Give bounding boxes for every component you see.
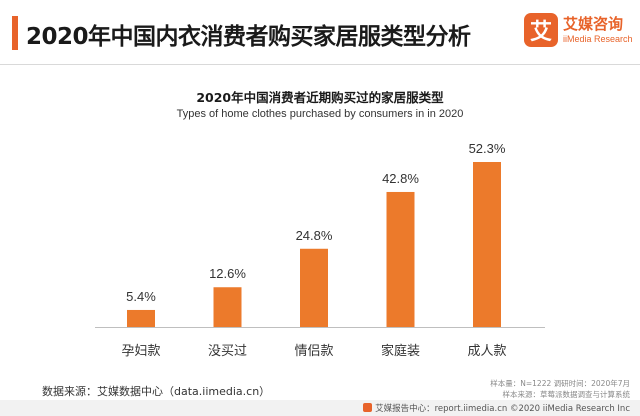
- bar-0: [127, 309, 155, 327]
- x-tick-label-2: 情侣款: [294, 344, 333, 359]
- bar-3: [386, 191, 415, 327]
- data-source: 数据来源：艾媒数据中心（data.iimedia.cn）: [42, 385, 271, 398]
- survey-meta-line1: 样本量：N=1222 调研时间：2020年7月: [490, 379, 630, 388]
- bar-value-label-1: 12.6%: [209, 266, 246, 281]
- bar-value-label-3: 42.8%: [382, 171, 419, 186]
- survey-meta-line2: 样本来源：草莓派数据调查与计算系统: [502, 390, 631, 399]
- bar-value-label-2: 24.8%: [296, 228, 333, 243]
- report-center-icon: [363, 403, 373, 412]
- x-tick-label-1: 没买过: [208, 344, 247, 359]
- header-divider: [0, 64, 640, 65]
- title-accent-bar: [12, 16, 18, 50]
- footer-label: 艾媒报告中心：report.iimedia.cn ©2020 iiMedia R…: [375, 404, 630, 414]
- bar-4: [473, 162, 501, 327]
- bar-value-label-0: 5.4%: [126, 289, 156, 304]
- chart-subtitle: Types of home clothes purchased by consu…: [176, 108, 464, 120]
- logo-cn-text: 艾媒咨询: [563, 15, 624, 33]
- x-tick-label-3: 家庭装: [381, 343, 420, 359]
- chart-title: 2020年中国消费者近期购买过的家居服类型: [196, 90, 444, 105]
- logo-en-text: iiMedia Research: [563, 34, 633, 44]
- survey-meta: 样本量：N=1222 调研时间：2020年7月 样本来源：草莓派数据调查与计算系…: [490, 378, 630, 400]
- logo-mark-icon: 艾: [524, 13, 558, 47]
- bar-2: [300, 248, 328, 327]
- x-tick-label-4: 成人款: [467, 344, 506, 359]
- bar-1: [213, 287, 242, 327]
- footer-text: 艾媒报告中心：report.iimedia.cn ©2020 iiMedia R…: [363, 402, 630, 414]
- footer: 艾媒报告中心：report.iimedia.cn ©2020 iiMedia R…: [0, 400, 640, 416]
- page-title: 2020年中国内衣消费者购买家居服类型分析: [26, 24, 471, 50]
- x-tick-label-0: 孕妇款: [121, 343, 160, 359]
- bar-value-label-4: 52.3%: [469, 141, 506, 156]
- iimedia-logo: 艾 艾媒咨询 iiMedia Research: [524, 13, 634, 51]
